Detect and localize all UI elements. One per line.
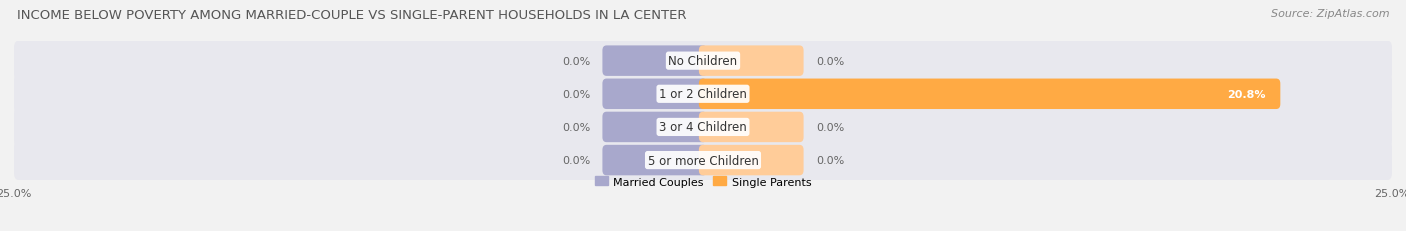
Text: 3 or 4 Children: 3 or 4 Children (659, 121, 747, 134)
Text: 0.0%: 0.0% (815, 122, 844, 132)
Text: 0.0%: 0.0% (562, 56, 591, 66)
FancyBboxPatch shape (14, 74, 1392, 115)
Text: 1 or 2 Children: 1 or 2 Children (659, 88, 747, 101)
Legend: Married Couples, Single Parents: Married Couples, Single Parents (591, 172, 815, 191)
Text: 0.0%: 0.0% (562, 155, 591, 165)
Text: 0.0%: 0.0% (815, 56, 844, 66)
FancyBboxPatch shape (14, 41, 1392, 82)
FancyBboxPatch shape (699, 79, 1281, 109)
FancyBboxPatch shape (602, 112, 707, 143)
Text: 0.0%: 0.0% (815, 155, 844, 165)
FancyBboxPatch shape (602, 145, 707, 176)
Text: INCOME BELOW POVERTY AMONG MARRIED-COUPLE VS SINGLE-PARENT HOUSEHOLDS IN LA CENT: INCOME BELOW POVERTY AMONG MARRIED-COUPL… (17, 9, 686, 22)
Text: Source: ZipAtlas.com: Source: ZipAtlas.com (1271, 9, 1389, 19)
FancyBboxPatch shape (699, 145, 804, 176)
Text: 20.8%: 20.8% (1226, 89, 1265, 99)
Text: No Children: No Children (668, 55, 738, 68)
FancyBboxPatch shape (14, 140, 1392, 180)
FancyBboxPatch shape (602, 79, 707, 109)
FancyBboxPatch shape (699, 112, 804, 143)
FancyBboxPatch shape (602, 46, 707, 76)
Text: 0.0%: 0.0% (562, 122, 591, 132)
FancyBboxPatch shape (14, 107, 1392, 148)
FancyBboxPatch shape (699, 46, 804, 76)
Text: 0.0%: 0.0% (562, 89, 591, 99)
Text: 5 or more Children: 5 or more Children (648, 154, 758, 167)
